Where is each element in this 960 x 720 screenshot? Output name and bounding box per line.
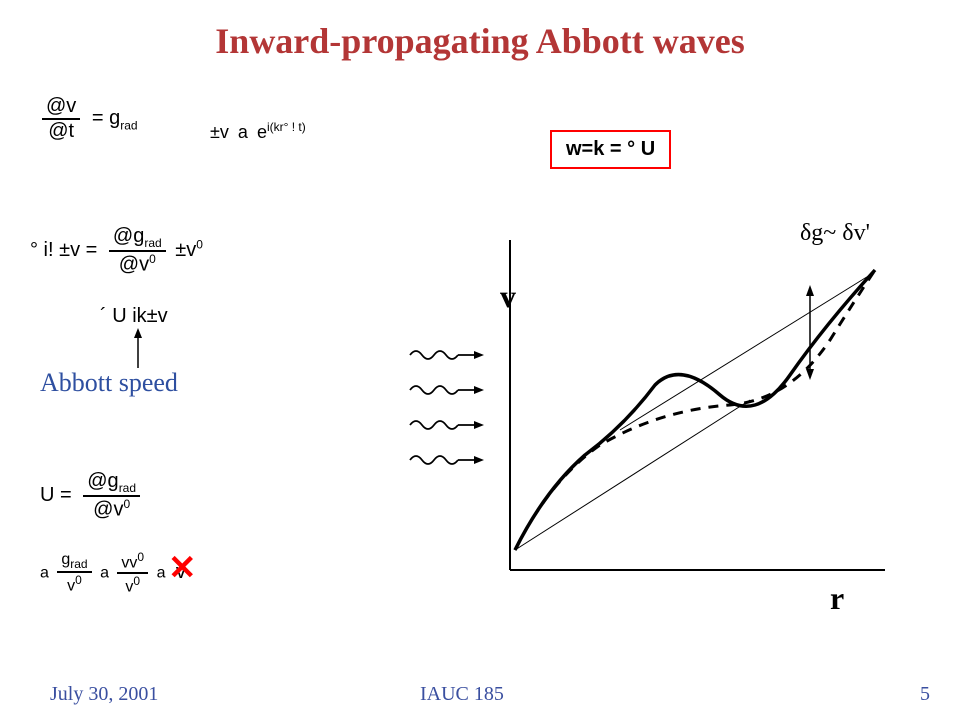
delta-label: δg~ δv' — [800, 220, 870, 247]
eq2-den: @v — [119, 254, 149, 276]
footer-date: July 30, 2001 — [50, 683, 158, 706]
eq1-perturb: ±v a ei(kr° ! t) — [210, 120, 306, 143]
wave-arrows-icon — [400, 340, 490, 490]
eq5-a3: a — [157, 565, 166, 582]
vr-chart — [490, 230, 890, 590]
x-axis-label: r — [830, 580, 844, 617]
eq4-num-sub: rad — [119, 481, 136, 495]
footer-conf: IAUC 185 — [420, 683, 504, 706]
abbott-arrow-icon — [128, 328, 148, 370]
wk-box: w=k = ° U — [550, 130, 671, 169]
eq2-num: @g — [113, 225, 144, 247]
eq1-a: a — [238, 122, 248, 142]
eq5-a1: a — [40, 565, 49, 582]
eq4-prefix: U = — [40, 484, 72, 506]
eq3: ´ U ik±v — [100, 305, 168, 328]
eq1-sub: rad — [120, 118, 137, 132]
eq1-dv: ±v — [210, 122, 229, 142]
y-axis-label: v — [500, 278, 516, 315]
eq5-a2: a — [100, 565, 109, 582]
eq1-e: e — [257, 122, 267, 142]
eq2-prefix: ° i! ±v = — [30, 239, 97, 261]
footer-page: 5 — [920, 683, 930, 706]
eq2-num-sub: rad — [144, 236, 161, 250]
eq5-v0asup: 0 — [75, 573, 82, 587]
eq4-num: @g — [87, 470, 118, 492]
eq5-vv: vv — [121, 554, 137, 571]
eq2-tail-sup: 0 — [196, 237, 203, 251]
eq3-text: ´ U ik±v — [100, 305, 168, 327]
eq4-den: @v — [93, 499, 123, 521]
eq1: @v @t = grad — [42, 95, 138, 143]
eq2: ° i! ±v = @grad @v0 ±v0 — [30, 225, 203, 277]
chart-svg — [490, 230, 890, 590]
eq5-vvsup: 0 — [137, 550, 144, 564]
eq5: a grad v0 a vv0 v0 a v — [40, 550, 186, 597]
eq4: U = @grad @v0 — [40, 470, 140, 522]
eq1-num: @v — [42, 95, 80, 120]
page-title: Inward-propagating Abbott waves — [0, 20, 960, 62]
eq1-den: @t — [42, 120, 80, 143]
eq4-den-sup: 0 — [123, 497, 130, 511]
eq5-v0bsup: 0 — [133, 574, 140, 588]
cross-icon: ✕ — [168, 548, 197, 588]
eq5-g: g — [61, 551, 70, 568]
abbott-speed-label: Abbott speed — [40, 368, 178, 398]
eq5-v0a: v — [67, 578, 75, 595]
eq5-gsub: rad — [70, 557, 87, 571]
eq2-den-sup: 0 — [149, 252, 156, 266]
eq1-exp: i(kr° ! t) — [267, 120, 306, 134]
eq1-eq: = g — [92, 107, 120, 129]
eq2-tail: ±v — [175, 239, 196, 261]
